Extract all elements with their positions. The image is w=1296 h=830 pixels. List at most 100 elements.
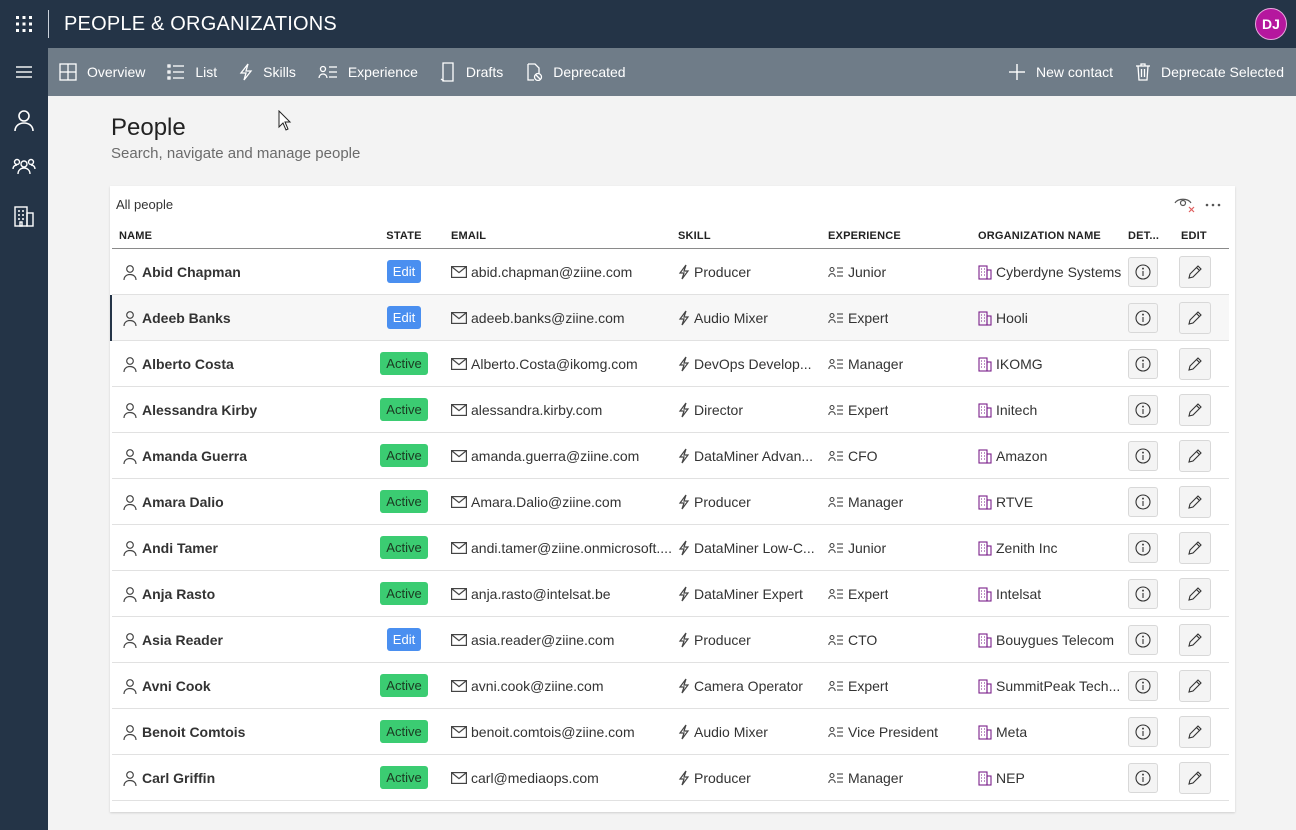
state-badge: Active	[380, 674, 428, 697]
details-button[interactable]	[1128, 348, 1158, 379]
column-header-experience[interactable]: EXPERIENCE	[828, 224, 978, 249]
name-cell[interactable]: Andi Tamer	[111, 524, 365, 571]
name-cell[interactable]: Alberto Costa	[111, 340, 365, 387]
name-cell[interactable]: Amara Dalio	[111, 478, 365, 525]
organization-icon	[978, 632, 992, 648]
person-name[interactable]: Adeeb Banks	[142, 309, 231, 326]
organization-cell: Meta	[978, 708, 1128, 755]
edit-button[interactable]	[1179, 439, 1211, 472]
overview-button[interactable]: Overview	[48, 48, 156, 96]
edit-cell	[1176, 478, 1229, 525]
details-cell	[1128, 340, 1176, 387]
email-text: abid.chapman@ziine.com	[471, 263, 633, 280]
table-row[interactable]: Anja Rasto Active anja.rasto@intelsat.be Da…	[111, 570, 1229, 617]
details-button[interactable]	[1128, 532, 1158, 563]
edit-button[interactable]	[1179, 485, 1211, 518]
details-button[interactable]	[1128, 394, 1158, 425]
edit-button[interactable]	[1179, 393, 1211, 426]
edit-button[interactable]	[1179, 669, 1211, 702]
name-cell[interactable]: Anja Rasto	[111, 570, 365, 617]
drafts-button[interactable]: Drafts	[429, 48, 514, 96]
name-cell[interactable]: Alessandra Kirby	[111, 386, 365, 433]
name-cell[interactable]: Carl Griffin	[111, 754, 365, 801]
edit-button[interactable]	[1179, 301, 1211, 334]
user-avatar[interactable]: DJ	[1255, 8, 1287, 40]
person-name[interactable]: Abid Chapman	[142, 263, 241, 280]
new-contact-button[interactable]: New contact	[997, 48, 1124, 96]
list-button[interactable]: List	[156, 48, 228, 96]
column-header-email[interactable]: EMAIL	[451, 224, 678, 249]
column-header-state[interactable]: STATE	[365, 224, 451, 249]
table-row[interactable]: Alberto Costa Active Alberto.Costa@ikomg.c…	[111, 340, 1229, 387]
edit-button[interactable]	[1179, 255, 1211, 288]
edit-button[interactable]	[1179, 531, 1211, 564]
table-row[interactable]: Abid Chapman Edit abid.chapman@ziine.com Pr…	[111, 248, 1229, 295]
person-name[interactable]: Alberto Costa	[142, 355, 234, 372]
details-button[interactable]	[1128, 624, 1158, 655]
column-header-edit[interactable]: EDIT	[1176, 224, 1229, 249]
name-cell[interactable]: Avni Cook	[111, 662, 365, 709]
person-name[interactable]: Amara Dalio	[142, 493, 224, 510]
column-header-details[interactable]: DET...	[1128, 224, 1176, 249]
details-button[interactable]	[1128, 578, 1158, 609]
person-name[interactable]: Asia Reader	[142, 631, 223, 648]
people-icon[interactable]	[0, 144, 48, 192]
person-icon	[122, 448, 138, 464]
table-row[interactable]: Adeeb Banks Edit adeeb.banks@ziine.com Audi…	[110, 294, 1229, 341]
table-row[interactable]: Asia Reader Edit asia.reader@ziine.com Prod…	[111, 616, 1229, 663]
edit-button[interactable]	[1179, 577, 1211, 610]
details-button[interactable]	[1128, 486, 1158, 517]
details-button[interactable]	[1128, 440, 1158, 471]
email-text: amanda.guerra@ziine.com	[471, 447, 640, 464]
details-button[interactable]	[1128, 716, 1158, 747]
visibility-off-icon[interactable]	[1171, 194, 1199, 216]
name-cell[interactable]: Asia Reader	[111, 616, 365, 663]
state-badge: Active	[380, 582, 428, 605]
email-cell: Amara.Dalio@ziine.com	[451, 478, 678, 525]
person-name[interactable]: Andi Tamer	[142, 539, 218, 556]
more-options-icon[interactable]	[1199, 194, 1227, 216]
name-cell[interactable]: Adeeb Banks	[110, 294, 365, 341]
person-name[interactable]: Amanda Guerra	[142, 447, 248, 464]
deprecate-selected-button[interactable]: Deprecate Selected	[1124, 48, 1296, 96]
hamburger-icon[interactable]	[0, 48, 48, 96]
edit-button[interactable]	[1179, 347, 1211, 380]
app-launcher-icon[interactable]	[0, 0, 48, 48]
table-row[interactable]: Amara Dalio Active Amara.Dalio@ziine.com Pr…	[111, 478, 1229, 525]
organization-icon	[978, 402, 992, 418]
details-button[interactable]	[1128, 256, 1158, 287]
table-row[interactable]: Andi Tamer Active andi.tamer@ziine.onmicro…	[111, 524, 1229, 571]
table-row[interactable]: Avni Cook Active avni.cook@ziine.com Camera…	[111, 662, 1229, 709]
edit-button[interactable]	[1179, 761, 1211, 794]
person-name[interactable]: Alessandra Kirby	[142, 401, 258, 418]
column-header-organization[interactable]: ORGANIZATION NAME	[978, 224, 1128, 249]
edit-button[interactable]	[1179, 715, 1211, 748]
name-cell[interactable]: Amanda Guerra	[111, 432, 365, 479]
person-name[interactable]: Anja Rasto	[142, 585, 216, 602]
table-row[interactable]: Amanda Guerra Active amanda.guerra@ziine.c…	[111, 432, 1229, 479]
edit-button[interactable]	[1179, 623, 1211, 656]
person-name[interactable]: Avni Cook	[142, 677, 211, 694]
person-name[interactable]: Benoit Comtois	[142, 723, 246, 740]
details-button[interactable]	[1128, 302, 1158, 333]
details-button[interactable]	[1128, 762, 1158, 793]
name-cell[interactable]: Abid Chapman	[111, 248, 365, 295]
details-button[interactable]	[1128, 670, 1158, 701]
skills-button[interactable]: Skills	[228, 48, 307, 96]
deprecated-button[interactable]: Deprecated	[514, 48, 636, 96]
experience-button[interactable]: Experience	[307, 48, 429, 96]
column-header-skill[interactable]: SKILL	[678, 224, 828, 249]
organization-icon[interactable]	[0, 192, 48, 240]
table-row[interactable]: Carl Griffin Active carl@mediaops.com Produ…	[111, 754, 1229, 801]
name-cell[interactable]: Benoit Comtois	[111, 708, 365, 755]
person-icon	[122, 540, 138, 556]
trash-icon	[1135, 63, 1151, 81]
info-icon	[1135, 309, 1151, 326]
person-icon[interactable]	[0, 96, 48, 144]
lightning-icon	[678, 356, 690, 372]
column-header-name[interactable]: NAME	[111, 224, 365, 249]
table-row[interactable]: Alessandra Kirby Active alessandra.kirby.c…	[111, 386, 1229, 433]
state-badge: Edit	[386, 628, 422, 651]
table-row[interactable]: Benoit Comtois Active benoit.comtois@ziine…	[111, 708, 1229, 755]
person-name[interactable]: Carl Griffin	[142, 769, 216, 786]
